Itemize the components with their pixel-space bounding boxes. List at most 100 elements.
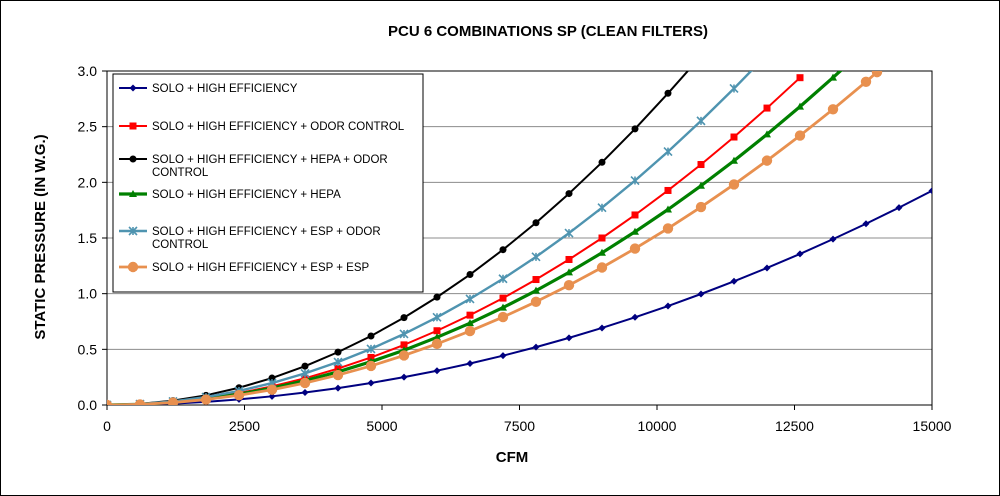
point-marker-diamond	[631, 313, 639, 321]
point-marker-big-circle	[299, 377, 311, 389]
chart-title: PCU 6 COMBINATIONS SP (CLEAN FILTERS)	[388, 23, 708, 40]
x-tick-label: 10000	[638, 418, 677, 434]
point-marker-diamond	[129, 84, 137, 92]
legend-label: SOLO + HIGH EFFICIENCY	[152, 83, 298, 95]
point-marker-square	[367, 353, 375, 361]
point-marker-triangle	[129, 190, 137, 197]
point-marker-diamond	[301, 389, 309, 397]
point-marker-diamond	[664, 302, 672, 310]
legend-item-5: SOLO + HIGH EFFICIENCY + ESP + ODORCONTR…	[119, 226, 381, 251]
y-tick-label: 2.0	[78, 174, 98, 190]
point-marker-circle	[367, 332, 375, 340]
point-marker-big-circle	[794, 130, 806, 141]
point-marker-big-circle	[431, 338, 443, 350]
y-tick-label: 0.0	[78, 397, 98, 413]
point-marker-star	[399, 329, 409, 339]
legend-item-6: SOLO + HIGH EFFICIENCY + ESP + ESP	[119, 261, 370, 274]
point-marker-circle	[499, 246, 507, 254]
point-marker-square	[763, 104, 771, 112]
point-marker-triangle	[730, 156, 738, 164]
point-marker-square	[664, 186, 672, 194]
point-marker-star	[333, 357, 343, 367]
y-tick-label: 2.5	[78, 119, 98, 135]
series-line	[107, 189, 932, 405]
series-group	[107, 71, 932, 405]
point-marker-big-circle	[530, 296, 542, 307]
legend-label: SOLO + HIGH EFFICIENCY + HEPA	[152, 189, 341, 201]
x-tick-label: 15000	[913, 418, 952, 434]
point-marker-square	[565, 255, 573, 263]
x-tick-label: 5000	[366, 418, 397, 434]
y-axis-title: STATIC PRESSURE (IN W.G.)	[32, 134, 49, 339]
point-marker-diamond	[433, 367, 441, 375]
point-marker-star	[432, 312, 442, 322]
point-marker-big-circle	[662, 223, 674, 234]
point-marker-star	[531, 252, 541, 262]
point-marker-diamond	[697, 290, 705, 298]
point-marker-star	[630, 175, 640, 186]
x-tick-label: 12500	[775, 418, 814, 434]
point-marker-square	[499, 294, 507, 302]
legend-item-4: SOLO + HIGH EFFICIENCY + HEPA	[119, 189, 341, 201]
point-marker-star	[465, 294, 475, 304]
legend-box	[112, 73, 424, 293]
point-marker-star	[564, 228, 574, 238]
point-marker-diamond	[730, 277, 738, 285]
point-marker-big-circle	[629, 243, 641, 254]
point-marker-star	[729, 83, 739, 94]
point-marker-square	[631, 211, 639, 219]
point-marker-big-circle	[497, 311, 509, 323]
point-marker-diamond	[565, 334, 573, 342]
point-marker-square	[796, 74, 804, 82]
point-marker-triangle	[532, 286, 540, 294]
point-marker-big-circle	[596, 262, 608, 273]
point-marker-big-circle	[695, 201, 707, 213]
y-tick-label: 1.0	[78, 286, 98, 302]
legend-item-1: SOLO + HIGH EFFICIENCY	[119, 83, 298, 95]
legend-label: SOLO + HIGH EFFICIENCY + ESP + ESP	[152, 262, 370, 274]
point-marker-circle	[129, 155, 137, 163]
y-tick-label: 1.5	[78, 230, 98, 246]
legend-label: CONTROL	[152, 239, 209, 251]
point-marker-diamond	[862, 220, 870, 228]
point-marker-star	[128, 226, 138, 236]
point-marker-diamond	[763, 264, 771, 272]
point-marker-diamond	[796, 250, 804, 258]
point-marker-big-circle	[127, 261, 139, 273]
legend-item-2: SOLO + HIGH EFFICIENCY + ODOR CONTROL	[119, 121, 405, 133]
legend-label: SOLO + HIGH EFFICIENCY + ODOR CONTROL	[152, 121, 405, 133]
point-marker-big-circle	[563, 280, 575, 291]
point-marker-triangle	[664, 205, 672, 213]
point-marker-star	[366, 344, 376, 354]
x-tick-label: 2500	[229, 418, 260, 434]
legend-label: SOLO + HIGH EFFICIENCY + HEPA + ODOR	[152, 154, 388, 166]
point-marker-big-circle	[871, 71, 883, 78]
point-marker-diamond	[598, 324, 606, 332]
point-marker-square	[129, 122, 137, 130]
point-marker-diamond	[367, 379, 375, 387]
point-marker-triangle	[466, 319, 474, 327]
y-tick-label: 3.0	[78, 63, 98, 79]
point-marker-big-circle	[827, 104, 839, 115]
x-tick-label: 0	[103, 418, 111, 434]
x-axis-title: CFM	[496, 449, 529, 466]
point-marker-star	[300, 368, 310, 378]
point-marker-big-circle	[860, 76, 872, 87]
legend: SOLO + HIGH EFFICIENCY SOLO + HIGH EFFICI…	[112, 73, 424, 293]
point-marker-circle	[268, 374, 276, 382]
point-marker-square	[433, 327, 441, 335]
point-marker-square	[466, 311, 474, 319]
point-marker-star	[663, 147, 673, 157]
point-marker-big-circle	[200, 394, 212, 405]
point-marker-big-circle	[332, 369, 344, 381]
point-marker-triangle	[697, 181, 705, 189]
point-marker-triangle	[829, 73, 837, 81]
point-marker-star	[498, 274, 508, 284]
point-marker-star	[696, 116, 706, 126]
point-marker-circle	[334, 348, 342, 356]
point-marker-big-circle	[365, 360, 377, 372]
axis-ticks: 0.0 0.5 1.0 1.5 2.0 2.5 3.0 0 2500 5000 7500 10000 1…	[78, 63, 952, 434]
point-marker-diamond	[895, 204, 903, 212]
point-marker-diamond	[532, 343, 540, 351]
point-marker-big-circle	[761, 155, 773, 166]
